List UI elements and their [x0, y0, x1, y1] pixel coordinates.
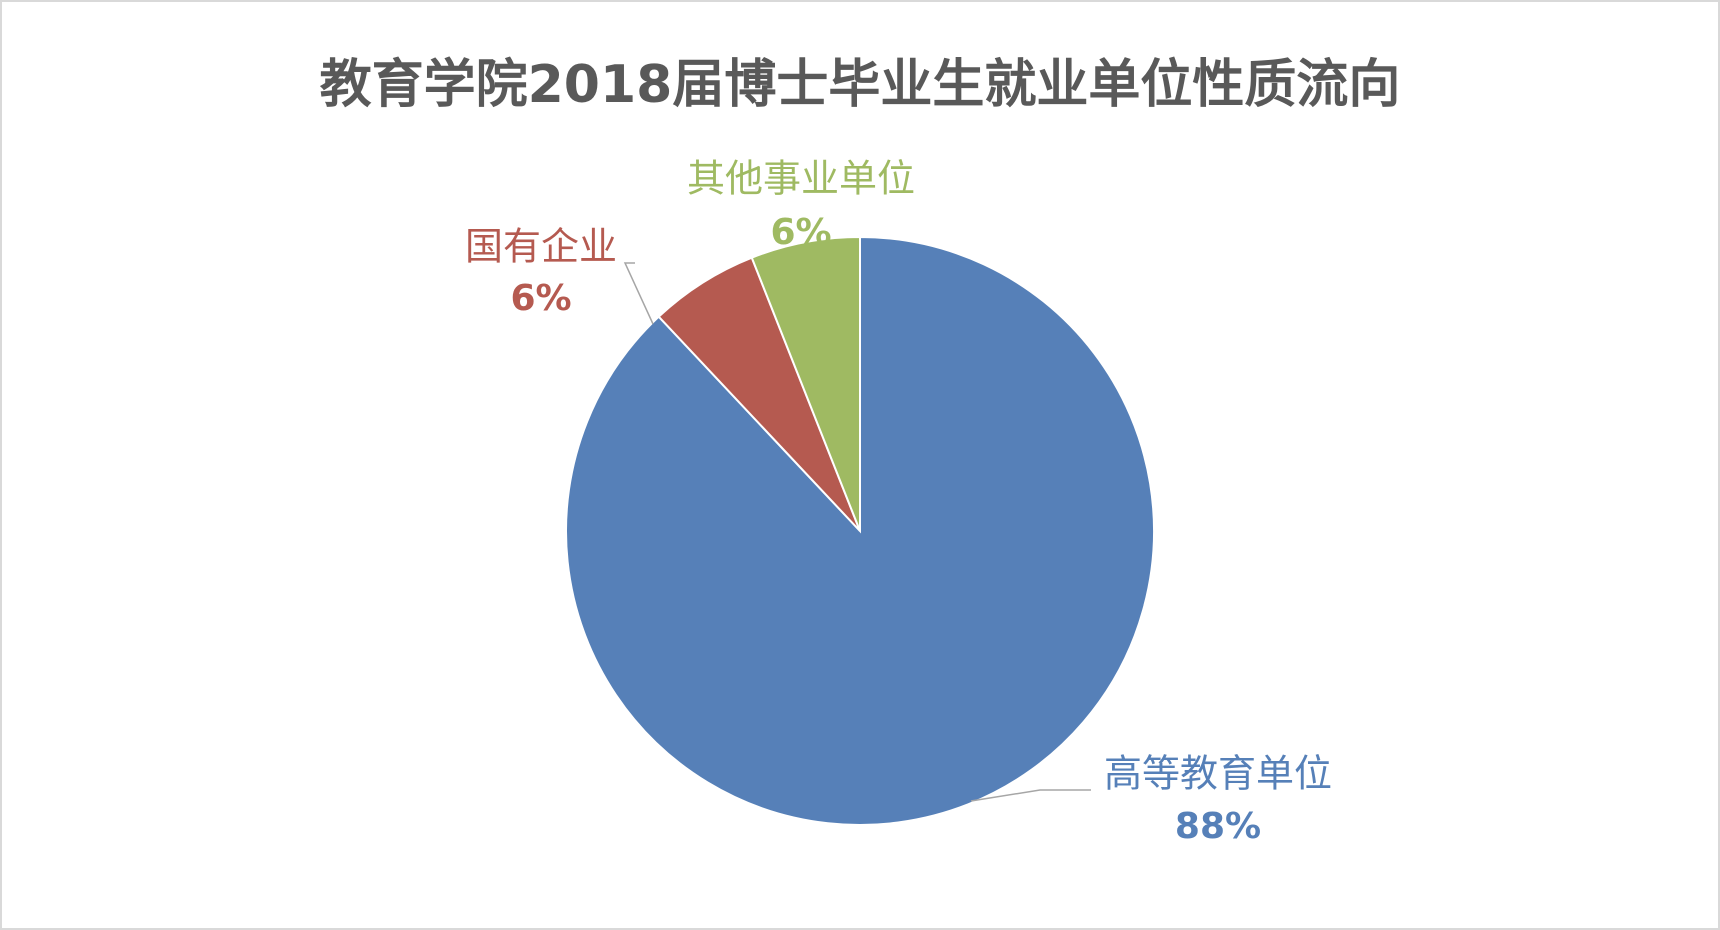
value-label: 6%: [770, 212, 831, 253]
pie-slice: [750, 235, 861, 532]
category-label: 高等教育单位: [1104, 752, 1332, 796]
value-label: 88%: [1175, 806, 1261, 847]
chart-title: 教育学院2018届博士毕业生就业单位性质流向: [320, 55, 1401, 115]
category-label: 国有企业: [465, 225, 617, 269]
value-label: 6%: [510, 278, 571, 319]
leader-line: [623, 262, 654, 325]
leader-line: [970, 789, 1091, 802]
category-label: 其他事业单位: [687, 157, 915, 201]
